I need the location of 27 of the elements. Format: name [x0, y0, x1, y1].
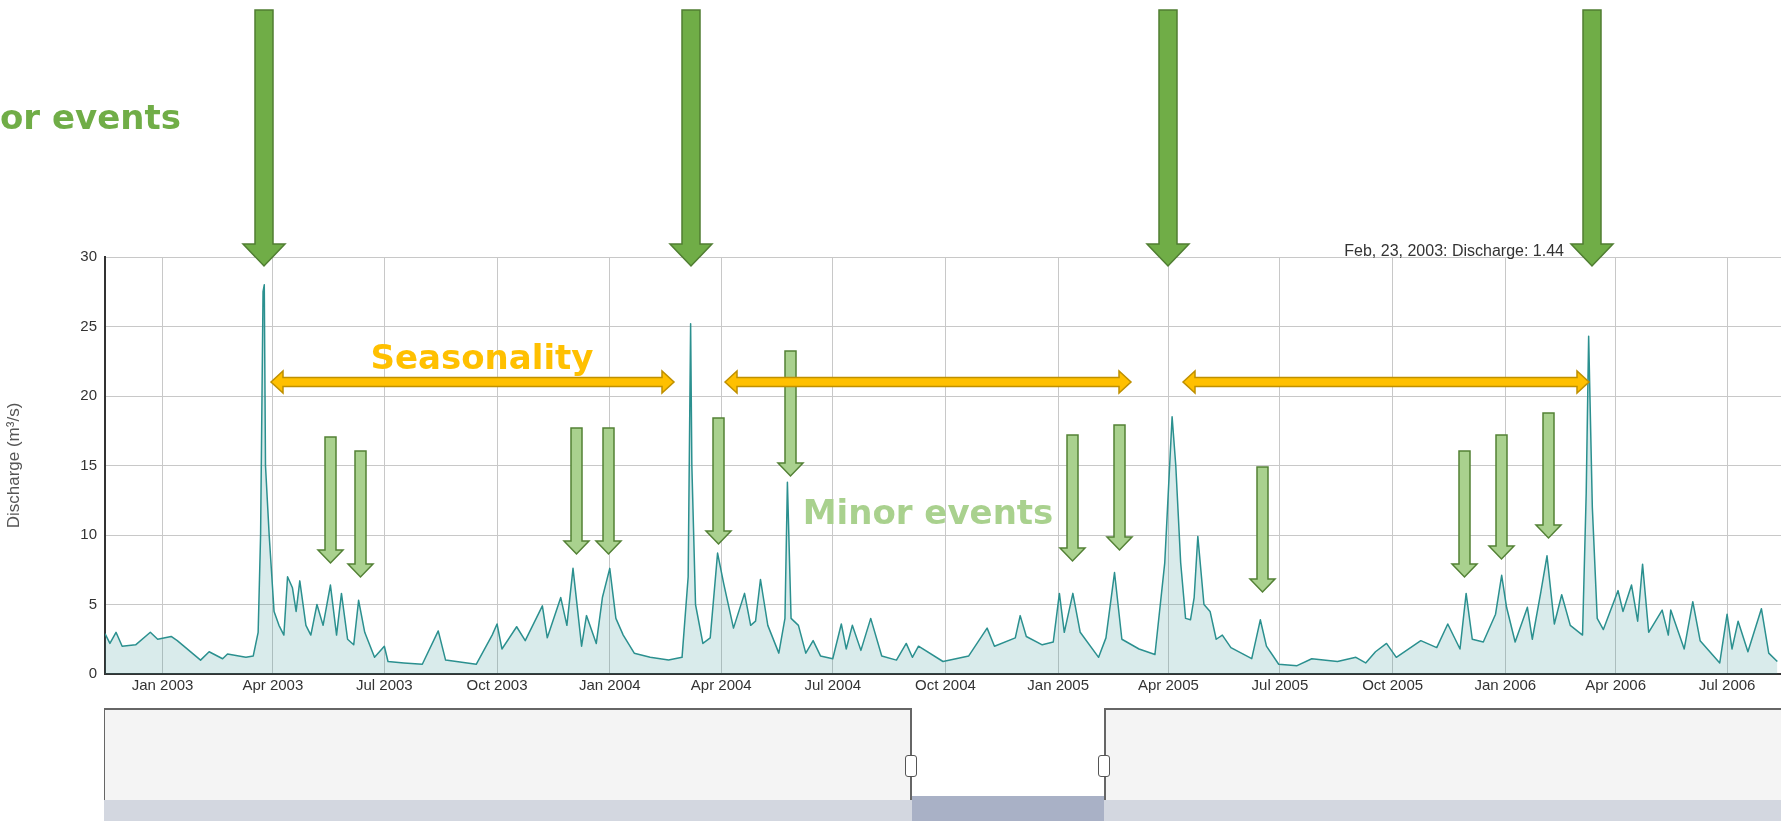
x-tick-label: Oct 2003: [466, 676, 528, 694]
x-tick-label: Jul 2006: [1698, 676, 1756, 694]
x-tick-label: Oct 2005: [1362, 676, 1424, 694]
annotation: Seasonality: [370, 336, 594, 377]
annotation: Minor events: [802, 491, 1054, 532]
y-tick-label: 20: [80, 386, 97, 404]
y-tick-label: 15: [80, 455, 97, 473]
x-tick-label: Jan 2003: [131, 676, 194, 694]
x-tick-label: Jan 2006: [1474, 676, 1537, 694]
y-tick-label: 5: [88, 594, 97, 612]
y-tick-label: 10: [80, 525, 97, 543]
x-tick-label: Apr 2003: [242, 676, 304, 694]
y-tick-label: 30: [80, 247, 97, 265]
x-tick-label: Apr 2006: [1585, 676, 1647, 694]
x-tick-label: Jul 2005: [1251, 676, 1309, 694]
y-tick-label: 25: [80, 316, 97, 334]
x-tick-label: Apr 2005: [1137, 676, 1199, 694]
text: or events: [0, 96, 181, 137]
x-tick-label: Jul 2004: [804, 676, 862, 694]
x-tick-label: Oct 2004: [915, 676, 976, 694]
x-tick-label: Jul 2003: [355, 676, 413, 694]
y-axis-title: Discharge (m³/s): [3, 402, 23, 529]
x-tick-label: Jan 2005: [1027, 676, 1090, 694]
x-tick-label: Apr 2004: [690, 676, 752, 694]
x-tick-label: Jan 2004: [578, 676, 641, 694]
annotation: Feb, 23, 2003: Discharge: 1.44: [1344, 242, 1565, 260]
y-tick-label: 0: [88, 664, 97, 682]
